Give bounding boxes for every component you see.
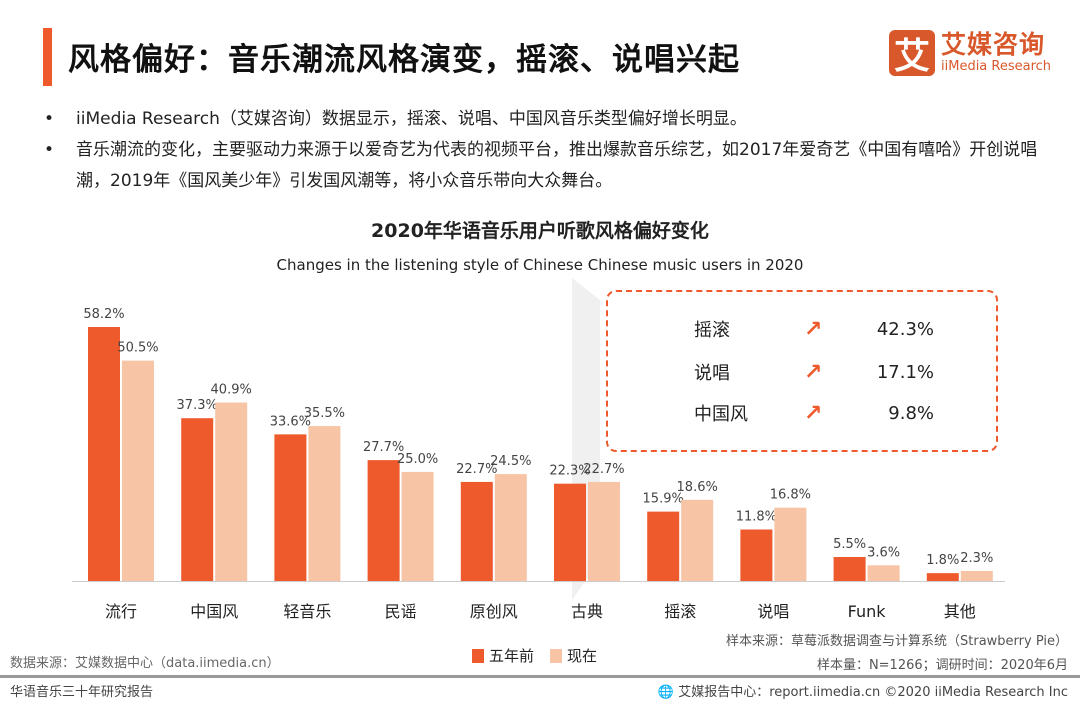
category-label: 说唱	[757, 602, 789, 621]
category-label: 中国风	[190, 602, 238, 621]
data-label: 35.5%	[304, 406, 345, 421]
bar-five-years-ago	[274, 434, 307, 581]
bar-now	[401, 471, 434, 581]
data-label: 3.6%	[867, 545, 900, 560]
bar-now	[494, 474, 527, 581]
category-label: 其他	[944, 602, 976, 621]
bar-now	[774, 507, 807, 581]
data-label: 24.5%	[490, 454, 531, 469]
logo-mark: 艾	[889, 30, 935, 77]
globe-icon: 🌐	[657, 685, 675, 700]
category-label: 古典	[571, 602, 603, 621]
bar-now	[681, 499, 714, 581]
category-label: 流行	[105, 602, 137, 621]
bar-five-years-ago	[460, 481, 493, 581]
bar-now	[215, 402, 248, 581]
bar-five-years-ago	[926, 573, 959, 581]
data-label: 50.5%	[117, 341, 158, 356]
logo-cn: 艾媒咨询	[941, 30, 1046, 59]
bar-now	[960, 570, 993, 581]
data-label: 2.3%	[960, 551, 993, 566]
data-label: 11.8%	[736, 510, 777, 525]
report-name: 华语音乐三十年研究报告	[10, 685, 154, 700]
category-label: 轻音乐	[283, 602, 331, 621]
bar-five-years-ago	[833, 556, 866, 581]
chart-title: 2020年华语音乐用户听歌风格偏好变化	[371, 220, 709, 242]
data-label: 27.7%	[363, 440, 404, 455]
legend-swatch-now	[550, 648, 563, 663]
bar-now	[867, 565, 900, 581]
chart-legend: 五年前 现在	[472, 645, 597, 666]
data-label: 37.3%	[177, 398, 218, 413]
arrow-up-icon: ↗	[804, 359, 823, 385]
logo-en: iiMedia Research	[941, 59, 1052, 74]
category-label: 民谣	[385, 602, 417, 621]
data-label: 18.6%	[677, 480, 718, 495]
page-title: 风格偏好：音乐潮流风格演变，摇滚、说唱兴起	[68, 42, 740, 78]
bar-five-years-ago	[647, 511, 680, 581]
sample-size: 样本量：N=1266；调研时间：2020年6月	[816, 658, 1068, 673]
data-label: 16.8%	[770, 488, 811, 503]
footer-divider	[0, 675, 1080, 678]
data-label: 25.0%	[397, 452, 438, 467]
data-source: 数据来源：艾媒数据中心（data.iimedia.cn）	[10, 656, 280, 671]
highlight-row: 摇滚 ↗ 42.3%	[694, 316, 934, 342]
category-label: 摇滚	[664, 602, 696, 621]
data-label: 22.3%	[549, 464, 590, 479]
legend-swatch-old	[472, 648, 484, 663]
category-label: Funk	[848, 602, 887, 621]
sample-source: 样本来源：草莓派数据调查与计算系统（Strawberry Pie）	[726, 634, 1068, 649]
bullet-item: • iiMedia Research（艾媒咨询）数据显示，摇滚、说唱、中国风音乐类…	[44, 109, 747, 129]
bar-now	[588, 481, 620, 581]
bar-five-years-ago	[740, 529, 773, 581]
data-label: 5.5%	[833, 537, 866, 552]
highlight-row: 中国风 ↗ 9.8%	[694, 400, 934, 426]
bar-now	[308, 426, 341, 581]
data-label: 15.9%	[643, 492, 684, 507]
bar-five-years-ago	[181, 418, 214, 581]
data-label: 33.6%	[270, 414, 311, 429]
highlight-row: 说唱 ↗ 17.1%	[694, 359, 934, 385]
data-label: 40.9%	[211, 383, 252, 398]
data-label: 22.7%	[456, 462, 497, 477]
title-accent-bar	[43, 28, 52, 86]
data-label: 22.7%	[583, 462, 624, 477]
data-label: 58.2%	[83, 307, 124, 322]
bar-five-years-ago	[554, 483, 586, 581]
bullet-item: • 音乐潮流的变化，主要驱动力来源于以爱奇艺为代表的视频平台，推出爆款音乐综艺，如…	[44, 140, 1038, 191]
bar-five-years-ago	[367, 460, 400, 581]
highlight-box: 摇滚 ↗ 42.3% 说唱 ↗ 17.1% 中国风 ↗ 9.8%	[606, 290, 998, 452]
bullet-list: • iiMedia Research（艾媒咨询）数据显示，摇滚、说唱、中国风音乐类…	[44, 104, 1054, 197]
iimedia-logo: 艾 艾媒咨询 iiMedia Research	[889, 30, 1052, 77]
chart-subtitle: Changes in the listening style of Chines…	[276, 256, 804, 274]
bar-now	[122, 360, 154, 581]
category-label: 原创风	[470, 602, 518, 621]
bar-five-years-ago	[88, 327, 120, 581]
arrow-up-icon: ↗	[804, 316, 823, 342]
arrow-up-icon: ↗	[804, 400, 823, 426]
footer-credit: 🌐 艾媒报告中心：report.iimedia.cn ©2020 iiMedia…	[657, 685, 1068, 700]
data-label: 1.8%	[926, 553, 959, 568]
